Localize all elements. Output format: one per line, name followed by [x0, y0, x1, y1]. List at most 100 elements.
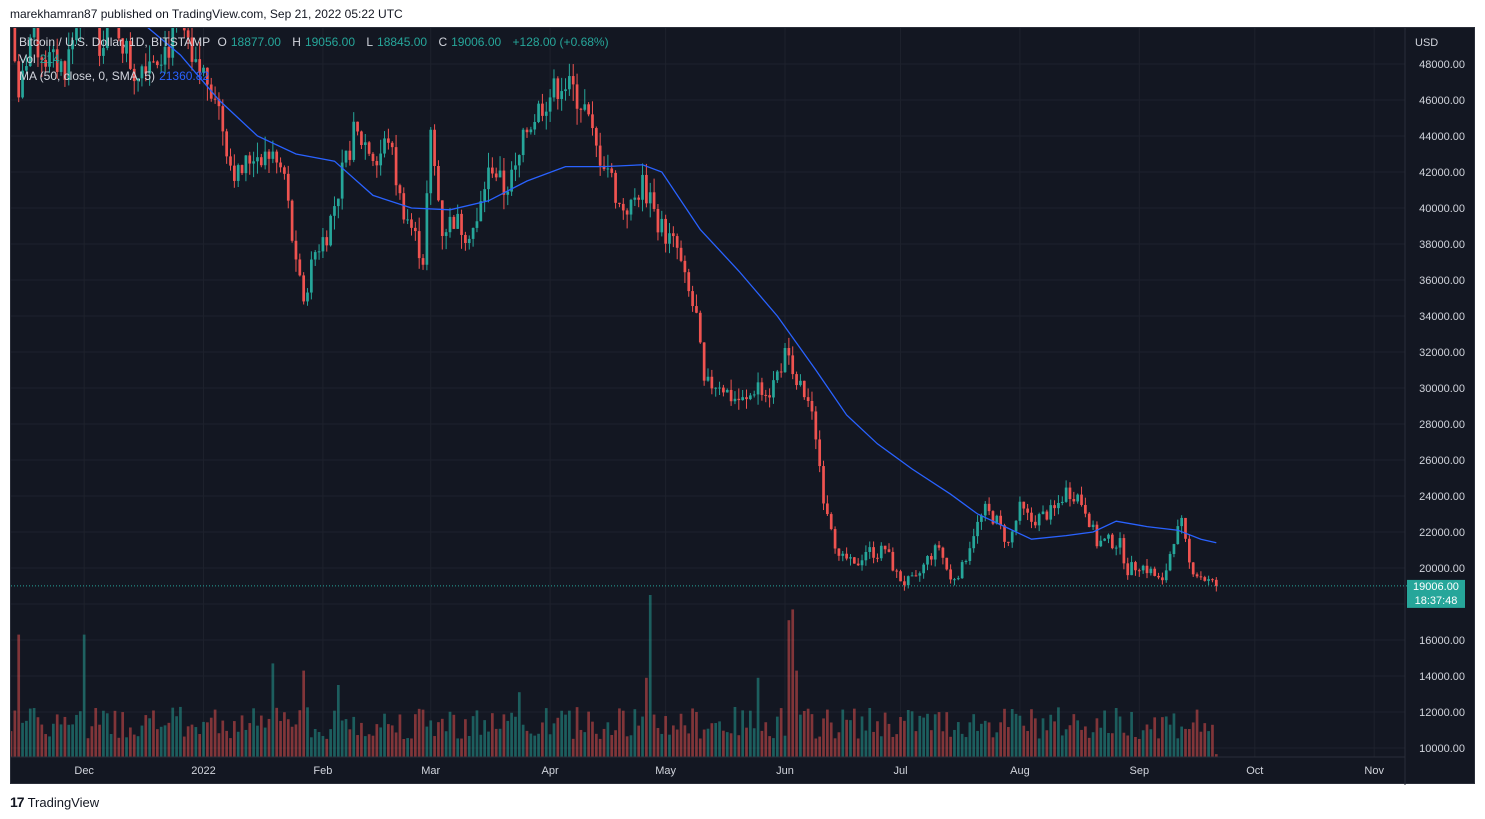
- candle: [641, 174, 644, 200]
- candlestick-chart[interactable]: 10000.00 12000.00 14000.00 16000.00 20000.00…: [11, 28, 1476, 785]
- candle: [1037, 514, 1041, 526]
- volume-bar: [1057, 707, 1060, 757]
- candle: [1184, 517, 1187, 539]
- vol-value: 214: [39, 52, 60, 66]
- volume-bar: [937, 712, 941, 757]
- candle: [121, 38, 125, 54]
- volume-bar: [452, 714, 456, 757]
- volume-bar: [976, 730, 979, 757]
- bar-countdown: 18:37:48: [1415, 595, 1458, 607]
- candle: [829, 514, 833, 530]
- volume-bar: [1168, 724, 1172, 757]
- candle: [691, 291, 694, 307]
- volume-bar: [806, 708, 810, 757]
- volume-bar: [275, 707, 279, 757]
- candle: [749, 395, 752, 400]
- time-tick-label: Oct: [1246, 765, 1263, 777]
- candle: [171, 28, 175, 58]
- volume-bar: [525, 730, 529, 757]
- volume-bar: [864, 730, 868, 757]
- candle: [21, 70, 24, 98]
- price-tick-label: 20000.00: [1419, 563, 1465, 575]
- volume-bar: [283, 712, 286, 757]
- candle: [768, 395, 771, 398]
- candle: [1153, 568, 1157, 576]
- price-tick-label: 36000.00: [1419, 275, 1465, 287]
- candle: [182, 28, 186, 31]
- candle: [67, 49, 71, 80]
- candle: [375, 161, 379, 166]
- candle: [244, 155, 248, 174]
- candle: [506, 191, 510, 195]
- candle: [444, 232, 448, 236]
- candle: [949, 569, 952, 580]
- price-tick-label: 10000.00: [1419, 743, 1465, 755]
- publish-caption: marekhamran87 published on TradingView.c…: [10, 7, 403, 21]
- candle: [564, 89, 567, 92]
- volume-bar: [271, 663, 275, 757]
- candle: [379, 153, 383, 166]
- candle: [879, 545, 883, 559]
- volume-bar: [1045, 730, 1049, 757]
- volume-bar: [1195, 709, 1199, 757]
- volume-bar: [964, 737, 968, 757]
- volume-bars: [11, 595, 1218, 757]
- volume-bar: [502, 714, 506, 757]
- volume-bar: [1107, 732, 1110, 757]
- volume-bar: [213, 709, 217, 757]
- footer-brand-label: TradingView: [27, 794, 100, 810]
- volume-bar: [722, 730, 725, 757]
- candle: [194, 59, 198, 62]
- volume-bar: [514, 716, 517, 757]
- candle: [252, 161, 255, 164]
- volume-bar: [1095, 718, 1099, 757]
- candle: [448, 216, 452, 233]
- candle: [1137, 570, 1141, 572]
- candle: [25, 66, 28, 71]
- volume-bar: [125, 737, 128, 757]
- candle: [1107, 534, 1110, 539]
- candle: [336, 198, 340, 207]
- price-tick-label: 26000.00: [1419, 455, 1465, 467]
- candle: [537, 103, 540, 122]
- volume-bar: [541, 722, 544, 757]
- volume-bar: [779, 708, 783, 757]
- candle: [417, 231, 421, 259]
- volume-bar: [941, 731, 945, 757]
- volume-bar: [868, 707, 872, 757]
- candle: [891, 551, 895, 571]
- candle: [363, 142, 367, 146]
- candle: [17, 61, 21, 98]
- volume-bar: [1033, 718, 1037, 757]
- ohlc-legend: Bitcoin / U.S. Dollar, 1D, BITSTAMP O 188…: [19, 35, 613, 49]
- volume-bar: [498, 728, 502, 757]
- candle: [745, 397, 748, 400]
- volume-bar: [129, 727, 132, 757]
- candle: [1099, 540, 1103, 547]
- volume-bar: [645, 677, 648, 757]
- candle: [317, 251, 321, 253]
- candle: [259, 157, 263, 166]
- volume-bar: [1003, 708, 1006, 757]
- candle: [1176, 526, 1180, 545]
- volume-bar: [344, 719, 348, 757]
- candle: [221, 106, 225, 132]
- price-tick-label: 42000.00: [1419, 167, 1465, 179]
- candle: [1022, 501, 1026, 509]
- time-tick-label: Nov: [1364, 765, 1384, 777]
- volume-bar: [533, 735, 537, 757]
- candle: [117, 28, 121, 39]
- chart-panel[interactable]: 10000.00 12000.00 14000.00 16000.00 20000.00…: [10, 27, 1476, 785]
- volume-bar: [252, 708, 255, 757]
- candle: [610, 168, 614, 173]
- volume-bar: [167, 722, 171, 757]
- candle: [1049, 505, 1053, 520]
- candle: [398, 185, 402, 194]
- candle: [945, 557, 949, 570]
- volume-bar: [202, 721, 205, 757]
- volume-bar: [105, 713, 109, 757]
- candle: [991, 511, 995, 524]
- candle: [286, 173, 290, 201]
- volume-bar: [1214, 754, 1218, 757]
- candle: [371, 153, 375, 162]
